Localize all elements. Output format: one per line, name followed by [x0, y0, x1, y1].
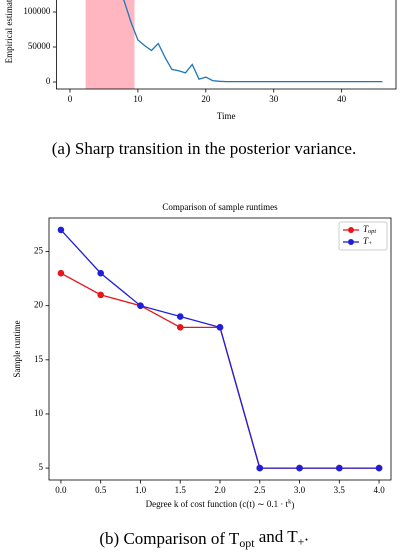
marker [57, 269, 65, 277]
caption: (b) Comparison of Topt​ and T+​. [99, 525, 308, 550]
legend-marker [348, 227, 354, 233]
y-axis-label: Empirical estimate [4, 0, 14, 63]
legend-label: Topt​ [363, 224, 376, 236]
y-tick-label: 0 [46, 76, 51, 86]
x-tick-label: 0.0 [55, 485, 67, 495]
y-axis-label: Sample runtime [12, 320, 22, 377]
x-tick-label: 3.0 [294, 485, 306, 495]
x-axis-label: Degree k of cost function (c(t) ∼ 0.1 · … [146, 499, 295, 510]
marker [97, 291, 104, 299]
y-tick-label: 5 [39, 462, 44, 472]
chart-title: Comparison of sample runtimes [162, 202, 278, 212]
x-tick-label: 1.0 [135, 485, 147, 495]
y-tick-label: 15 [34, 354, 44, 364]
series-line [60, 229, 380, 469]
y-tick-label: 10 [34, 408, 44, 418]
x-tick-label: 2.0 [214, 485, 226, 495]
y-tick-label: 50000 [28, 41, 51, 51]
x-tick-label: 1.5 [175, 485, 187, 495]
y-tick-label: 20 [34, 300, 44, 310]
x-tick-label: 40 [337, 94, 347, 104]
x-tick-label: 0 [68, 94, 73, 104]
axes-frame [48, 217, 392, 481]
x-tick-label: 30 [269, 94, 279, 104]
series-line [60, 272, 380, 469]
series-line [123, 0, 383, 83]
y-tick-label: 100000 [23, 6, 51, 16]
x-tick-label: 4.0 [373, 485, 385, 495]
plot-area [85, 0, 383, 89]
x-tick-label: 3.5 [334, 485, 346, 495]
marker [336, 464, 343, 472]
marker [176, 313, 184, 320]
marker [216, 324, 224, 331]
marker [57, 226, 65, 234]
axes-frame [56, 0, 397, 90]
marker [137, 302, 144, 309]
x-tick-label: 0.5 [95, 485, 107, 495]
x-tick-label: 20 [201, 94, 211, 104]
marker [375, 464, 383, 472]
legend-marker [348, 239, 354, 245]
x-axis-label: Time [217, 111, 236, 121]
x-tick-label: 2.5 [254, 485, 266, 495]
plot-area [57, 226, 383, 472]
shaded-region [85, 0, 135, 89]
y-tick-label: 25 [34, 246, 44, 256]
marker [256, 464, 264, 472]
legend-label: T+​ [363, 236, 372, 248]
x-tick-label: 10 [133, 94, 143, 104]
marker [296, 464, 303, 472]
marker [97, 269, 104, 277]
caption: (a) Sharp transition in the posterior va… [52, 139, 356, 158]
marker [176, 324, 184, 331]
